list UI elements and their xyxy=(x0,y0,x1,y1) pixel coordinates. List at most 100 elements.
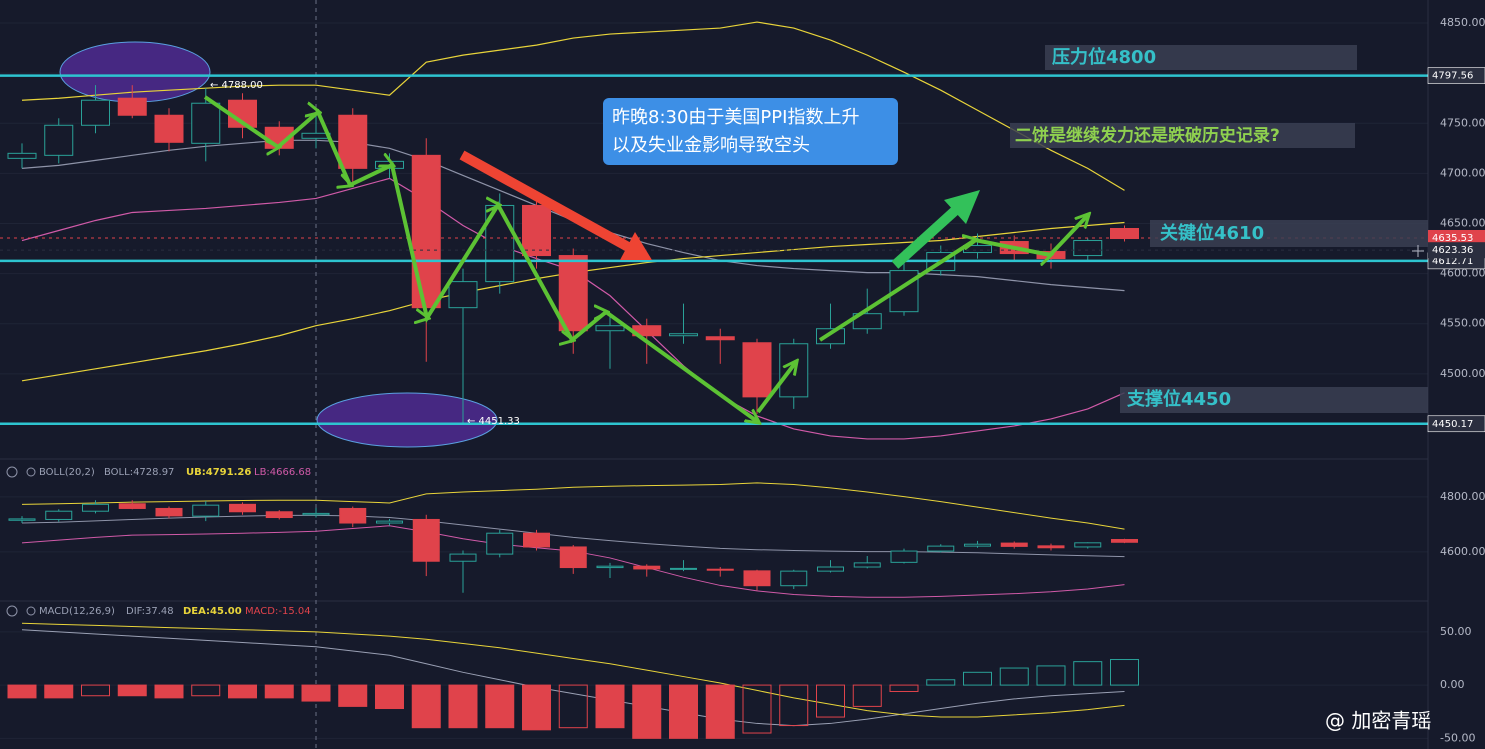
candle-body xyxy=(338,114,368,169)
candle-body xyxy=(742,342,772,398)
candle-body xyxy=(191,102,221,144)
down-arrow-head xyxy=(620,232,652,260)
macd-bar xyxy=(338,684,368,707)
candle-body xyxy=(853,562,881,568)
label-box xyxy=(1120,387,1428,413)
candle-body xyxy=(890,550,918,563)
candle-body xyxy=(118,503,146,509)
macd-bar xyxy=(485,684,515,729)
candle-body xyxy=(633,565,661,570)
macd-bar xyxy=(963,671,992,686)
candle-body xyxy=(779,343,809,398)
macd-bar xyxy=(705,684,735,739)
panel-icon xyxy=(26,467,36,477)
question-label: 二饼是继续发力还是跌破历史记录? xyxy=(1015,125,1280,146)
macd-bar xyxy=(595,684,625,729)
macd-bar xyxy=(264,684,294,699)
macd-bar xyxy=(1036,665,1066,686)
macd-bar xyxy=(669,684,698,739)
candle-body xyxy=(1037,545,1065,549)
candle-body xyxy=(7,152,37,159)
macd-bar xyxy=(1110,659,1139,686)
macd-value: MACD:-15.04 xyxy=(245,606,311,617)
candle-body xyxy=(852,313,882,330)
macd-bar xyxy=(228,684,257,699)
y-tick-label: 4850.00 xyxy=(1440,16,1485,29)
big-arrow xyxy=(891,204,962,269)
macd-bar xyxy=(81,684,110,697)
candle-body xyxy=(927,545,955,552)
candle-body xyxy=(448,281,478,309)
label-box xyxy=(1045,45,1357,70)
indicator-name: BOLL(20,2) xyxy=(39,467,95,478)
y-tick-label: 4600.00 xyxy=(1440,267,1485,280)
highlight-ellipse xyxy=(59,41,211,103)
macd-bar xyxy=(852,684,882,707)
candle-body xyxy=(8,518,36,521)
macd-bar xyxy=(7,684,37,699)
candle-body xyxy=(743,570,771,587)
down-arrow xyxy=(459,150,633,253)
candle-body xyxy=(411,154,441,309)
candle-body xyxy=(1000,542,1028,547)
candle-body xyxy=(154,114,184,143)
candle-body xyxy=(596,565,624,569)
big-arrow-head xyxy=(944,190,980,224)
candle-body xyxy=(82,503,109,512)
candle-body xyxy=(45,510,73,520)
macd-bar xyxy=(411,684,441,729)
y-tick-label: -50.00 xyxy=(1440,731,1475,744)
candle-body xyxy=(265,511,293,519)
resistance-label: 压力位4800 xyxy=(1052,46,1156,68)
price-tag xyxy=(1428,229,1485,246)
low-marker: ← 4451.33 xyxy=(467,416,520,427)
y-tick-label: 50.00 xyxy=(1440,625,1472,638)
candle-body xyxy=(706,568,734,571)
macd-bar xyxy=(154,684,184,699)
macd-bar xyxy=(926,679,956,686)
candle-body xyxy=(669,333,698,337)
macd-bar xyxy=(632,684,662,739)
panel-icon xyxy=(6,466,18,478)
macd-bar xyxy=(558,684,588,729)
candle-body xyxy=(1074,542,1102,548)
trend-arrow xyxy=(203,95,758,422)
candle-body xyxy=(522,204,551,257)
candle-body xyxy=(449,553,477,562)
trend-arrow xyxy=(756,362,796,414)
candle-body xyxy=(192,504,220,517)
indicator-value: LB:4666.68 xyxy=(254,467,311,478)
y-tick-label: 4700.00 xyxy=(1440,166,1485,179)
price-tag xyxy=(1427,67,1485,84)
macd-bar xyxy=(742,684,772,734)
news-text: 以及失业金影响导致空头 xyxy=(612,135,810,156)
news-text: 昨晚8:30由于美国PPI指数上升 xyxy=(612,107,859,128)
candle-body xyxy=(1073,240,1103,257)
line xyxy=(21,622,1125,718)
candle-body xyxy=(117,97,147,116)
candle-body xyxy=(1111,539,1138,543)
candle-body xyxy=(558,255,588,332)
candle-body xyxy=(817,566,844,572)
candle-body xyxy=(81,99,110,126)
line xyxy=(21,629,1125,727)
y-tick-label: 4500.00 xyxy=(1440,367,1485,380)
watermark: @ 加密青瑶 xyxy=(1325,709,1431,733)
macd-bar xyxy=(375,684,404,710)
label-box xyxy=(1150,220,1428,247)
macd-bar xyxy=(779,684,809,727)
y-tick-label: 4600.00 xyxy=(1440,545,1485,558)
candle-body xyxy=(229,503,256,513)
price-tag-label: 4612.71 xyxy=(1432,256,1473,267)
y-tick-label: 4550.00 xyxy=(1440,317,1485,330)
candle-body xyxy=(44,124,74,156)
macd-bar xyxy=(1073,661,1103,686)
price-tag-label: 4450.17 xyxy=(1432,419,1473,430)
panel-icon xyxy=(26,606,36,616)
macd-value: DIF:37.48 xyxy=(126,606,174,617)
macd-name: MACD(12,26,9) xyxy=(39,606,115,617)
macd-bar xyxy=(889,684,919,692)
macd-bar xyxy=(816,684,845,718)
trend-arrow xyxy=(818,215,1088,342)
